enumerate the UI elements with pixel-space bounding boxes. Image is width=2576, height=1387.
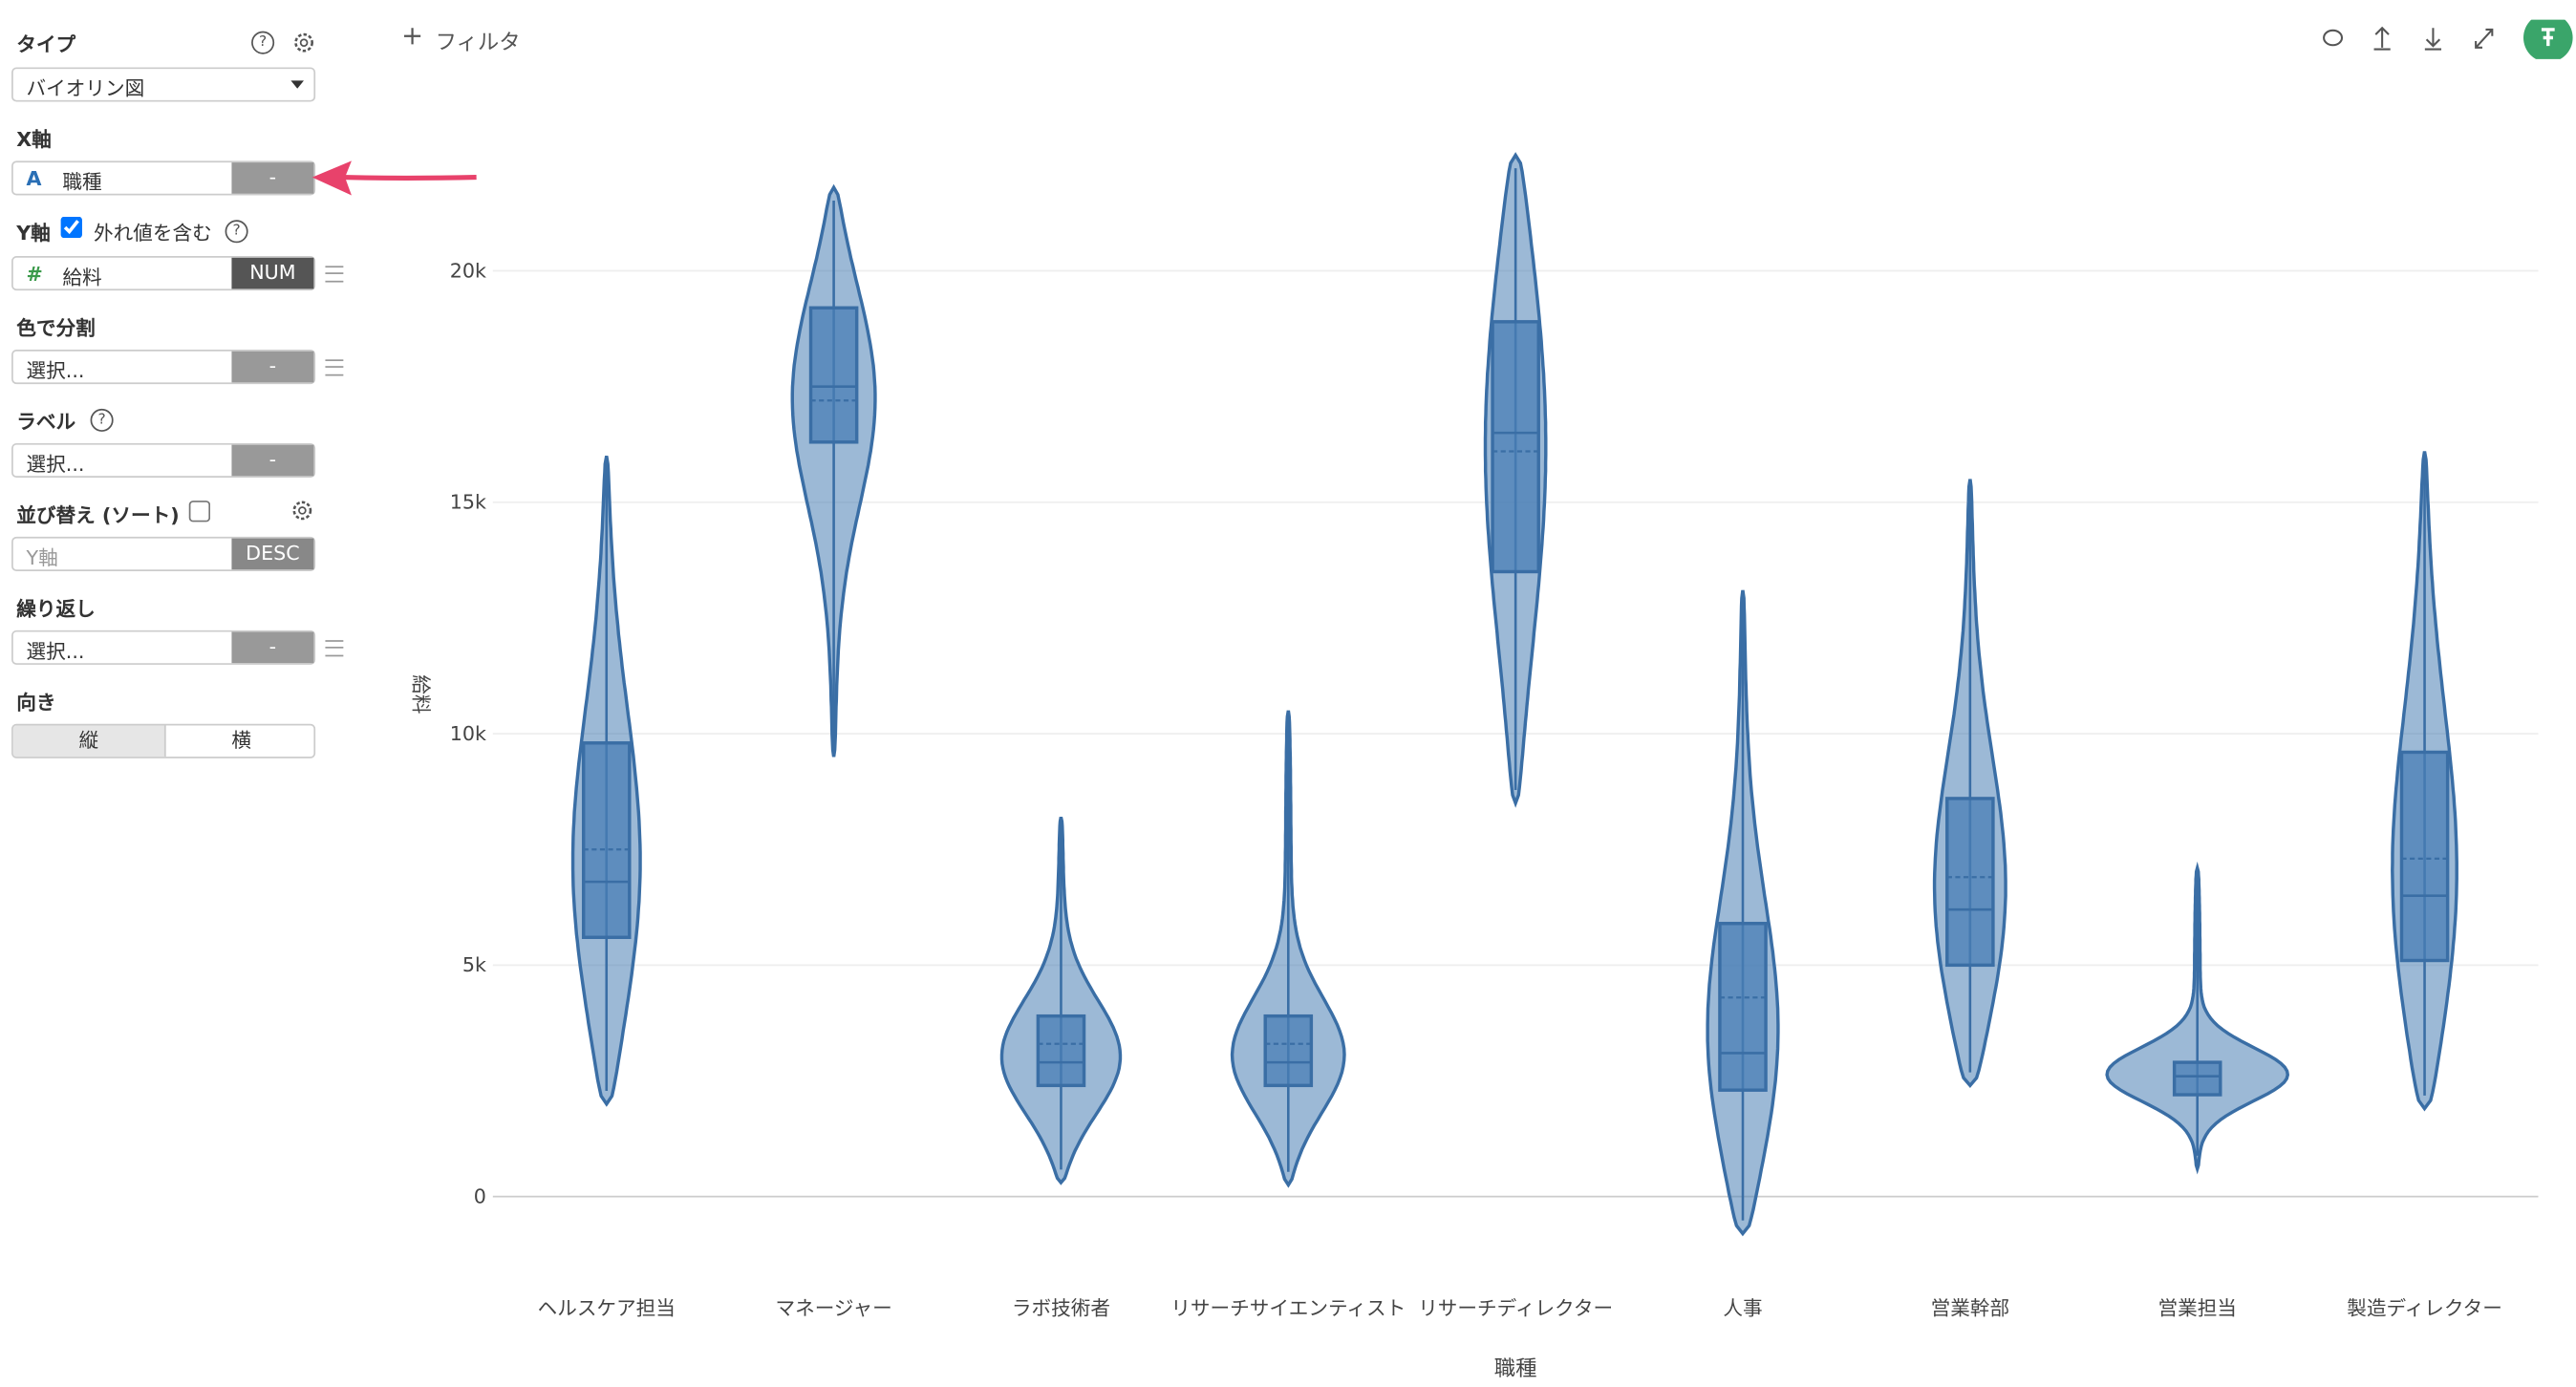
menu-icon[interactable] [325,359,344,376]
outliers-label: 外れ値を含む [94,221,212,245]
box [2399,750,2450,963]
orient-option[interactable]: 縦 [12,725,166,758]
sort-button[interactable]: DESC [231,538,314,570]
x-tick-label: リサーチディレクター [1418,1296,1613,1319]
x-axis-label: 職種 [1494,1356,1537,1381]
color-field[interactable]: 選択... - [11,349,316,385]
repeat-placeholder: 選択... [26,640,85,664]
x-button[interactable]: - [231,162,314,194]
toolbar-icons [2323,19,2573,59]
orient-option[interactable]: 横 [231,728,252,752]
color-button[interactable]: - [231,351,314,383]
color-label: 色で分割 [16,316,96,340]
x-tick-label: マネージャー [775,1296,891,1319]
label-field[interactable]: 選択... - [11,442,316,479]
x-tick-label: 営業幹部 [1931,1296,2009,1319]
x-tick-label: ラボ技術者 [1012,1296,1110,1319]
x-tick-label: 営業担当 [2157,1296,2236,1319]
settings-icon[interactable] [290,499,313,522]
y-tick-label: 0 [474,1185,486,1208]
box [808,306,859,444]
label-button[interactable]: - [231,444,314,477]
settings-icon[interactable] [292,32,315,54]
type-value: バイオリン図 [26,76,145,100]
x-tick-label: 人事 [1723,1296,1762,1319]
x-field-value: 職種 [62,170,102,194]
orient-label: 向き [16,691,56,715]
y-tick-label: 5k [462,953,486,976]
y-label: Y軸 [16,221,51,245]
y-field-icon: # [26,262,43,286]
y-field[interactable]: # 給料 NUM [11,256,316,291]
sort-placeholder: Y軸 [26,546,58,570]
x-label: X軸 [16,128,52,152]
y-tick-label: 15k [450,491,486,514]
box [1491,320,1540,574]
label-placeholder: 選択... [26,453,85,477]
outliers-checkbox[interactable] [60,216,82,239]
filter-button[interactable]: フィルタ [435,31,521,56]
type-select[interactable]: バイオリン図 [11,67,316,102]
sort-checkbox[interactable] [188,501,211,523]
sort-label: 並び替え (ソート) [16,503,180,527]
x-field[interactable]: A 職種 - [11,160,316,196]
box [2172,1060,2222,1097]
repeat-field[interactable]: 選択... - [11,629,316,665]
help-icon[interactable]: ? [225,220,248,244]
y-field-value: 給料 [62,266,102,289]
help-icon[interactable]: ? [90,408,114,432]
y-axis-label: 給料 [409,674,432,714]
menu-icon[interactable] [325,640,344,657]
comment-icon[interactable] [2323,29,2344,47]
y-button[interactable]: NUM [231,257,314,289]
box [581,741,632,940]
box [1263,1014,1314,1088]
box [1036,1014,1086,1088]
box [1945,797,1995,968]
y-tick-label: 20k [450,259,486,282]
x-field-icon: A [26,167,42,191]
type-label: タイプ [16,32,76,56]
repeat-button[interactable]: - [231,631,314,664]
download-icon[interactable] [2424,28,2442,51]
box [1718,922,1768,1092]
annotation-arrow [311,160,477,196]
x-tick-label: 製造ディレクター [2347,1296,2502,1319]
expand-icon[interactable] [2475,28,2494,49]
upload-icon[interactable] [2373,26,2391,51]
color-placeholder: 選択... [26,359,85,383]
add-icon[interactable] [402,26,422,46]
y-tick-label: 10k [450,722,486,745]
x-tick-label: リサーチサイエンティスト [1170,1296,1406,1319]
menu-icon[interactable] [325,266,344,283]
repeat-label: 繰り返し [16,597,96,621]
pin-button[interactable] [2523,19,2573,59]
x-tick-label: ヘルスケア担当 [538,1296,676,1319]
label-label: ラベル [16,410,76,434]
help-icon[interactable]: ? [251,31,275,54]
sort-field[interactable]: Y軸 DESC [11,536,316,571]
orient-toggle: 縦 横 [11,723,316,758]
